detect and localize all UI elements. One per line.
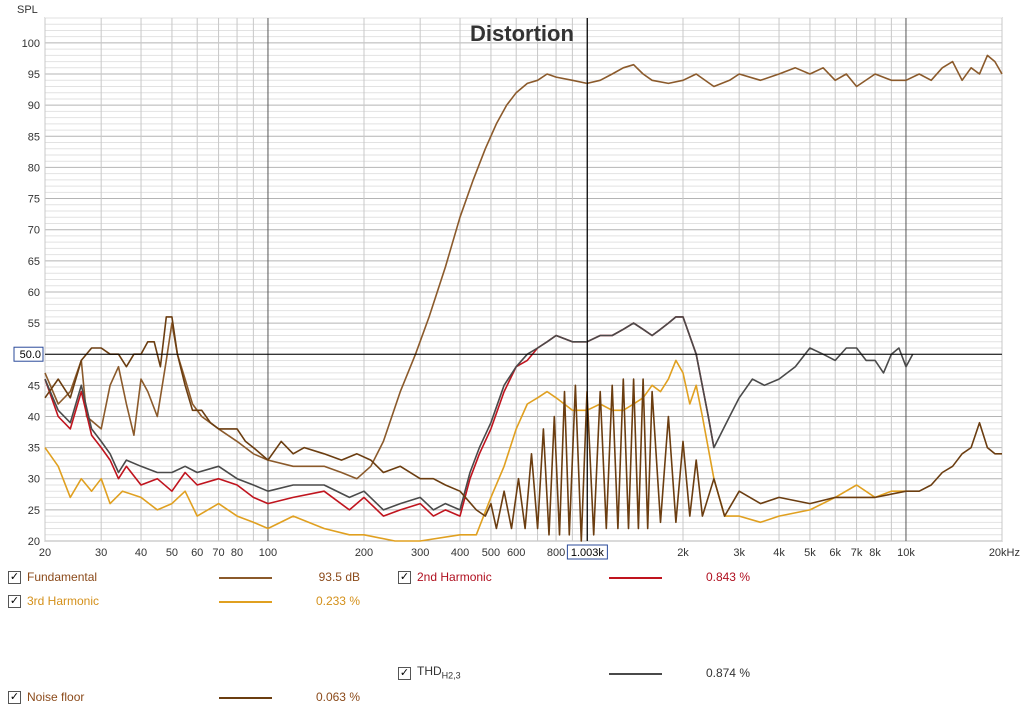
legend-fundamental: ✓ Fundamental 93.5 dB bbox=[8, 570, 388, 588]
y-tick-label: 90 bbox=[28, 100, 40, 112]
cursor-y-readout-box bbox=[13, 346, 44, 362]
legend-3rd-harmonic: ✓ 3rd Harmonic 0.233 % bbox=[8, 594, 388, 612]
cursor-x-readout: 1.003k bbox=[571, 547, 605, 559]
x-tick-label: 10k bbox=[897, 547, 915, 559]
chart-title: Distortion bbox=[470, 21, 574, 46]
grid bbox=[44, 17, 1003, 542]
x-tick-label: 70 bbox=[212, 547, 224, 559]
thd-label-text: THD bbox=[417, 664, 442, 678]
x-tick-label: 800 bbox=[547, 547, 565, 559]
x-tick-label: 7k bbox=[851, 547, 863, 559]
x-tick-label: 60 bbox=[191, 547, 203, 559]
x-tick-label: 30 bbox=[95, 547, 107, 559]
x-tick-label: 4k bbox=[773, 547, 785, 559]
thd-checkbox[interactable]: ✓ bbox=[398, 667, 411, 680]
y-tick-label: 25 bbox=[28, 505, 40, 517]
legend-noise-floor: ✓ Noise floor 0.063 % bbox=[8, 690, 388, 708]
y-tick-label: 35 bbox=[28, 443, 40, 455]
y-tick-label: 40 bbox=[28, 411, 40, 423]
x-tick-label: 500 bbox=[482, 547, 500, 559]
x-tick-label: 50 bbox=[166, 547, 178, 559]
axes: 20 25 30 35 40 45 50 55 60 65 70 75 80 85 90 95 100 20 30 4… bbox=[13, 18, 1020, 560]
x-tick-label: 2k bbox=[677, 547, 689, 559]
noise-floor-value: 0.063 % bbox=[315, 690, 360, 704]
fundamental-checkbox[interactable]: ✓ bbox=[8, 571, 21, 584]
3rd-harmonic-label: 3rd Harmonic bbox=[27, 594, 100, 608]
series-line-thd-h2-3 bbox=[44, 316, 914, 511]
y-tick-label: 30 bbox=[28, 474, 40, 486]
series-line-noise-floor bbox=[44, 316, 1002, 542]
y-tick-label: 60 bbox=[28, 287, 40, 299]
y-tick-label: 65 bbox=[28, 256, 40, 268]
y-axis-label: SPL bbox=[17, 4, 38, 16]
y-tick-label: 70 bbox=[28, 225, 40, 237]
x-tick-label: 100 bbox=[259, 547, 277, 559]
x-tick-label: 6k bbox=[829, 547, 841, 559]
2nd-harmonic-checkbox[interactable]: ✓ bbox=[398, 571, 411, 584]
y-tick-label: 20 bbox=[28, 536, 40, 548]
x-tick-label: 400 bbox=[451, 547, 469, 559]
fundamental-swatch bbox=[219, 577, 272, 579]
y-tick-label: 55 bbox=[28, 318, 40, 330]
thd-label-sub: H2,3 bbox=[441, 670, 461, 681]
x-tick-label: 5k bbox=[804, 547, 816, 559]
3rd-harmonic-swatch bbox=[219, 601, 272, 603]
x-tick-label: 20 bbox=[39, 547, 51, 559]
thd-swatch bbox=[609, 673, 662, 675]
2nd-harmonic-swatch bbox=[609, 577, 662, 579]
fundamental-label: Fundamental bbox=[27, 570, 98, 584]
cursor-y-readout: 50.0 bbox=[20, 349, 41, 361]
x-tick-label: 200 bbox=[355, 547, 373, 559]
y-tick-label: 80 bbox=[28, 162, 40, 174]
thd-label: THDH2,3 bbox=[417, 664, 461, 680]
noise-floor-checkbox[interactable]: ✓ bbox=[8, 691, 21, 704]
distortion-chart[interactable]: 20 25 30 35 40 45 50 55 60 65 70 75 80 85 90 95 100 20 30 4… bbox=[0, 0, 1024, 560]
series-line-fundamental bbox=[44, 54, 1003, 480]
2nd-harmonic-label: 2nd Harmonic bbox=[417, 570, 492, 584]
cursor-x-readout-box bbox=[566, 544, 608, 560]
legend-2nd-harmonic: ✓ 2nd Harmonic 0.843 % bbox=[398, 570, 778, 588]
3rd-harmonic-value: 0.233 % bbox=[315, 594, 360, 608]
x-tick-label: 40 bbox=[135, 547, 147, 559]
thd-value: 0.874 % bbox=[705, 666, 750, 680]
noise-floor-swatch bbox=[219, 697, 272, 699]
y-tick-label: 100 bbox=[22, 38, 40, 50]
x-tick-label: 8k bbox=[869, 547, 881, 559]
x-tick-label: 80 bbox=[231, 547, 243, 559]
2nd-harmonic-value: 0.843 % bbox=[705, 570, 750, 584]
y-tick-label: 95 bbox=[28, 69, 40, 81]
y-tick-label: 75 bbox=[28, 194, 40, 206]
legend-thd: ✓ THDH2,3 0.874 % bbox=[398, 664, 778, 684]
fundamental-value: 93.5 dB bbox=[318, 570, 360, 584]
x-tick-label: 3k bbox=[733, 547, 745, 559]
y-tick-label: 45 bbox=[28, 380, 40, 392]
x-tick-label: 20kHz bbox=[989, 547, 1020, 559]
x-tick-label: 300 bbox=[411, 547, 429, 559]
x-tick-label: 600 bbox=[507, 547, 525, 559]
series-lines bbox=[44, 54, 1003, 542]
noise-floor-label: Noise floor bbox=[27, 690, 85, 704]
y-tick-label: 85 bbox=[28, 131, 40, 143]
3rd-harmonic-checkbox[interactable]: ✓ bbox=[8, 595, 21, 608]
